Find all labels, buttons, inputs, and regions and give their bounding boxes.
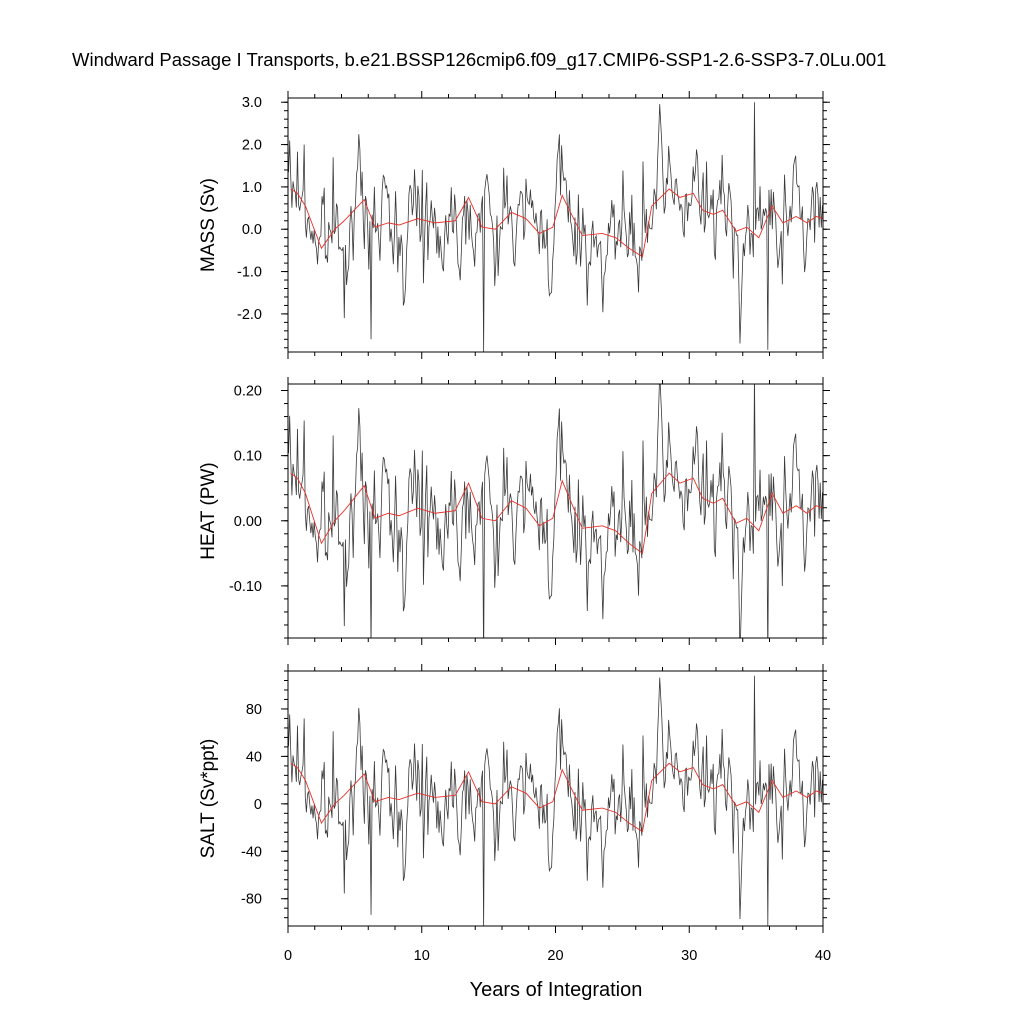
mass-annual-mean-series	[290, 188, 823, 258]
y-tick-label: -40	[241, 844, 262, 860]
y-tick-label: 3.0	[242, 95, 262, 111]
y-tick-label: -80	[241, 892, 262, 908]
chart-title: Windward Passage I Transports, b.e21.BSS…	[72, 49, 886, 71]
y-tick-label: 0.10	[234, 449, 262, 465]
heat-annual-mean-series	[290, 472, 823, 555]
y-tick-label: -2.0	[237, 307, 262, 323]
y-tick-label: 2.0	[242, 138, 262, 154]
y-tick-label: 0.20	[234, 384, 262, 400]
salt-monthly-series	[288, 675, 823, 926]
y-tick-label: 1.0	[242, 180, 262, 196]
panels-group: 3.0 2.0 1.0 0.0 -1.0 -2.0 MASS (Sv) 0.20 0.10 0.0…	[198, 91, 831, 964]
mass-plot-frame	[287, 97, 824, 353]
x-tick-label: 20	[547, 948, 563, 964]
x-tick-label: 10	[414, 948, 430, 964]
salt-plot-frame	[287, 670, 824, 927]
heat-plot-frame	[287, 383, 824, 639]
salt-annual-mean-series	[290, 762, 823, 833]
heat-y-axis-label: HEAT (PW)	[198, 462, 219, 559]
y-tick-label: 80	[246, 702, 262, 718]
mass-y-axis-label: MASS (Sv)	[198, 178, 219, 272]
y-tick-label: 0	[254, 797, 262, 813]
y-tick-label: 0.00	[234, 514, 262, 530]
y-tick-label: -0.10	[229, 579, 262, 595]
y-tick-label: 0.0	[242, 222, 262, 238]
x-axis-label: Years of Integration	[470, 979, 643, 1001]
y-tick-label: -1.0	[237, 265, 262, 281]
y-tick-label: 40	[246, 749, 262, 765]
x-tick-label: 40	[815, 948, 831, 964]
salt-y-axis-label: SALT (Sv*ppt)	[198, 739, 219, 859]
x-tick-label: 30	[681, 948, 697, 964]
x-tick-label: 0	[284, 948, 292, 964]
heat-monthly-series	[288, 384, 823, 638]
mass-monthly-series	[288, 102, 823, 352]
